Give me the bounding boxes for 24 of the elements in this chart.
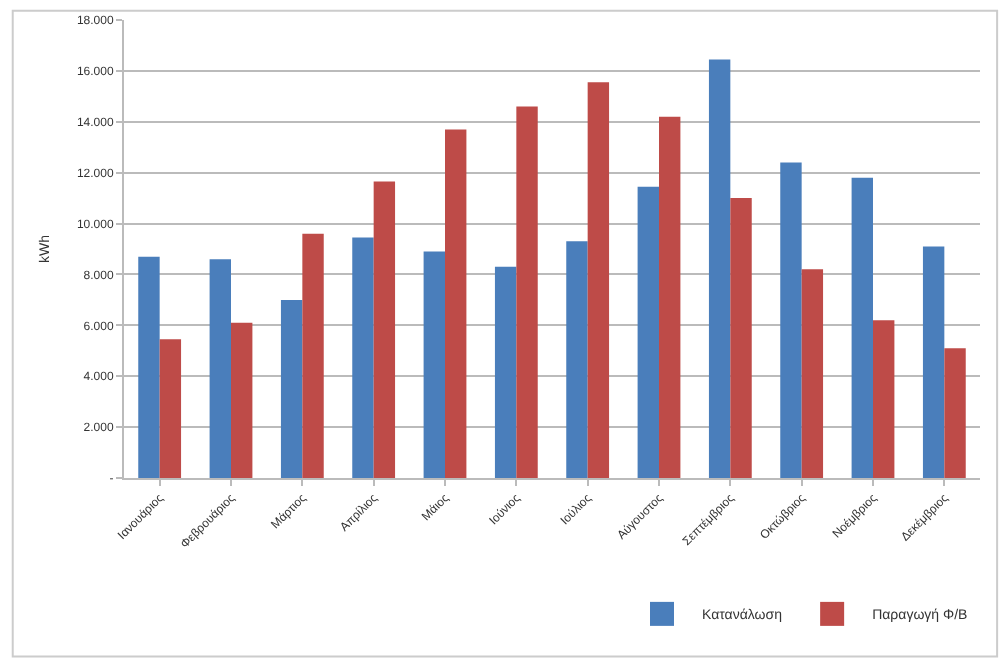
bar bbox=[352, 237, 374, 478]
bar bbox=[801, 269, 824, 478]
bar bbox=[566, 241, 588, 478]
bar bbox=[851, 177, 873, 478]
bar bbox=[138, 256, 160, 478]
bar bbox=[780, 162, 802, 478]
bar bbox=[373, 181, 396, 478]
bar bbox=[231, 322, 253, 478]
bar bbox=[730, 198, 752, 478]
bar bbox=[159, 339, 182, 478]
bar bbox=[445, 129, 467, 478]
bar bbox=[944, 348, 966, 478]
bar bbox=[209, 259, 231, 478]
bar bbox=[708, 59, 731, 478]
bar bbox=[516, 106, 538, 478]
bar bbox=[587, 82, 610, 478]
bar bbox=[922, 246, 945, 478]
bar bbox=[659, 116, 681, 478]
bar bbox=[873, 320, 895, 478]
bar bbox=[637, 186, 659, 478]
bar bbox=[302, 233, 324, 478]
bar bbox=[494, 266, 517, 478]
bar bbox=[280, 299, 303, 478]
bar bbox=[423, 251, 445, 478]
